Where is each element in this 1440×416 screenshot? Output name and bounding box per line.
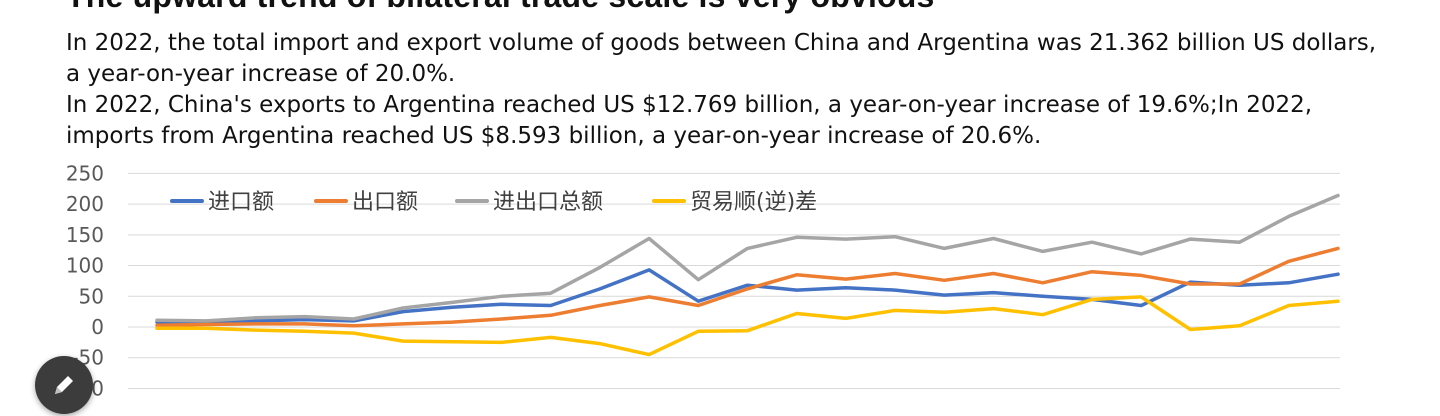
series-line-1 bbox=[155, 268, 1340, 325]
chart-series-lines bbox=[155, 193, 1340, 357]
legend-label: 出口额 bbox=[352, 190, 418, 215]
pencil-icon bbox=[55, 376, 73, 394]
slide-title: The upward trend of bilateral trade scal… bbox=[66, 0, 935, 15]
y-tick-label: 200 bbox=[66, 192, 104, 216]
legend-label: 贸易顺(逆)差 bbox=[690, 190, 817, 215]
series-line-3 bbox=[155, 193, 1340, 323]
y-tick-label: 250 bbox=[66, 161, 104, 185]
series-line-2 bbox=[155, 246, 1340, 328]
y-tick-label: 150 bbox=[66, 223, 104, 247]
y-tick-label: 100 bbox=[66, 254, 104, 278]
edit-button[interactable] bbox=[35, 356, 93, 414]
y-tick-label: 50 bbox=[79, 284, 104, 308]
summary-paragraph-total: In 2022, the total import and export vol… bbox=[66, 30, 1377, 87]
legend-label: 进出口总额 bbox=[493, 190, 603, 215]
summary-paragraph-exports-imports: In 2022, China's exports to Argentina re… bbox=[66, 92, 1313, 149]
chart-legend: 进口额 出口额 进出口总额 贸易顺(逆)差 bbox=[170, 190, 817, 215]
legend-label: 进口额 bbox=[208, 190, 274, 215]
y-tick-label: 0 bbox=[91, 315, 104, 339]
chart-gridlines bbox=[128, 172, 1340, 389]
series-line-4 bbox=[155, 295, 1340, 357]
